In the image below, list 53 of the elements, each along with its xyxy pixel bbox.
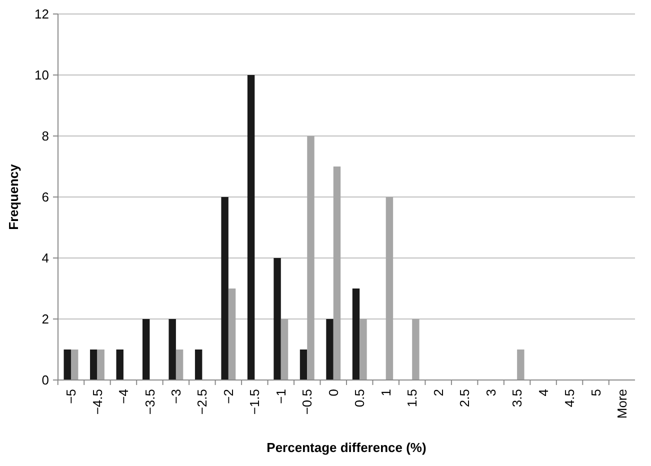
bar (307, 136, 314, 380)
bar (326, 319, 334, 380)
bar (333, 166, 341, 380)
x-tick-label: −5 (64, 389, 79, 404)
bar (228, 288, 236, 380)
x-tick-label: 2.5 (457, 389, 472, 408)
bar (352, 288, 360, 380)
bar (97, 350, 104, 380)
bar (274, 258, 281, 380)
x-tick-label: 3 (483, 389, 498, 396)
bar (168, 319, 176, 380)
x-tick-label: −3 (168, 389, 184, 404)
bar (64, 350, 71, 380)
x-tick-label: −0.5 (300, 389, 315, 415)
y-tick-label: 4 (42, 250, 49, 266)
bar (412, 319, 420, 380)
bar (70, 350, 78, 380)
x-tick-label: −1 (273, 389, 288, 404)
y-tick-label: 8 (42, 128, 49, 144)
x-tick-label: 1.5 (404, 389, 420, 408)
bar (300, 350, 308, 380)
x-tick-label: −4.5 (90, 389, 105, 415)
y-tick-label: 6 (42, 190, 49, 205)
y-tick-label: 10 (34, 68, 49, 83)
x-tick-label: −3.5 (142, 389, 158, 415)
bar (194, 350, 202, 380)
bar (116, 350, 124, 380)
x-tick-label: −1.5 (247, 389, 262, 415)
bar (517, 350, 524, 380)
x-axis-title: Percentage difference (%) (266, 440, 426, 455)
bar (280, 319, 288, 380)
x-tick-label: −2.5 (194, 389, 210, 415)
y-tick-label: 2 (42, 312, 49, 327)
bar (176, 350, 184, 380)
x-tick-label: 0.5 (352, 389, 368, 408)
x-tick-label: 4 (536, 389, 551, 396)
y-tick-label: 12 (34, 6, 49, 22)
bar (386, 197, 394, 380)
x-tick-label: 1 (378, 389, 394, 396)
x-tick-label: −2 (220, 389, 236, 404)
x-tick-label: −4 (116, 389, 132, 404)
bar (360, 319, 367, 380)
x-tick-label: 2 (430, 389, 446, 396)
bar (142, 319, 150, 380)
x-tick-label: 5 (588, 389, 604, 396)
x-tick-label: More (614, 389, 630, 419)
x-tick-label: 4.5 (562, 389, 578, 408)
bar (221, 197, 228, 380)
bar (90, 350, 98, 380)
bar (247, 75, 255, 380)
x-tick-label: 0 (326, 389, 341, 396)
y-axis-title: Frequency (6, 163, 21, 230)
x-tick-label: 3.5 (510, 389, 525, 408)
